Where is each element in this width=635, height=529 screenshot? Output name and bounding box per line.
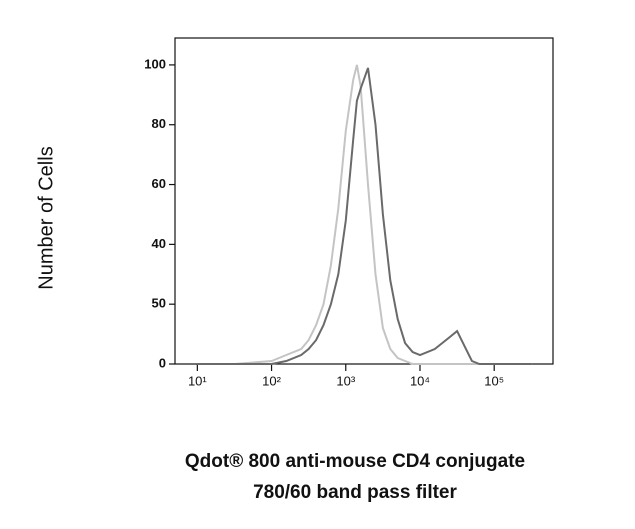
x-axis-label: 780/60 band pass filter — [253, 482, 457, 503]
y-tick-label: 100 — [144, 56, 166, 71]
y-tick-label: 40 — [152, 236, 166, 251]
x-tick-label: 10¹ — [188, 373, 207, 388]
x-tick-label: 10⁵ — [484, 373, 504, 388]
histogram-line — [197, 64, 532, 365]
y-tick-label: 60 — [152, 176, 166, 191]
plot-frame — [174, 37, 554, 365]
x-tick-label: 10² — [262, 373, 281, 388]
y-tick-label: 80 — [152, 116, 166, 131]
x-tick-label: 10³ — [336, 373, 355, 388]
x-tick-label: 10⁴ — [410, 373, 430, 388]
histogram-line — [197, 67, 532, 365]
y-axis-label: Number of Cells — [35, 146, 57, 289]
y-tick-label: 0 — [159, 355, 166, 370]
x-axis-label: Qdot® 800 anti-mouse CD4 conjugate — [185, 451, 525, 472]
y-tick-label: 50 — [152, 296, 166, 311]
